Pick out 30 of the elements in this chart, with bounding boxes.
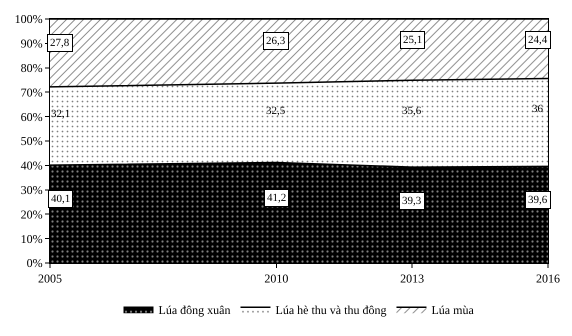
data-label: 36 bbox=[532, 103, 544, 115]
x-tick-label: 2005 bbox=[38, 271, 62, 286]
y-tick-label: 10% bbox=[20, 232, 43, 246]
data-label: 39,6 bbox=[528, 194, 548, 206]
data-label: 27,8 bbox=[50, 37, 70, 49]
legend-label: Lúa hè thu và thu đông bbox=[275, 302, 386, 317]
data-label: 40,1 bbox=[51, 193, 70, 205]
y-tick-label: 60% bbox=[20, 110, 43, 124]
x-tick-label: 2013 bbox=[400, 271, 424, 286]
y-tick-label: 20% bbox=[20, 207, 43, 222]
y-tick-label: 100% bbox=[14, 12, 43, 26]
data-label: 24,4 bbox=[528, 34, 548, 46]
data-label: 32,5 bbox=[266, 105, 286, 117]
y-tick-label: 70% bbox=[20, 85, 43, 100]
x-tick-label: 2016 bbox=[536, 271, 560, 286]
y-tick-label: 90% bbox=[20, 36, 43, 51]
y-tick-label: 40% bbox=[20, 158, 43, 173]
data-label: 25,1 bbox=[403, 34, 422, 46]
data-label: 41,2 bbox=[267, 192, 286, 204]
x-tick-label: 2010 bbox=[264, 271, 288, 286]
legend-label: Lúa mùa bbox=[431, 302, 474, 317]
y-tick-label: 0% bbox=[26, 256, 43, 270]
data-label: 32,1 bbox=[51, 108, 70, 120]
legend-label: Lúa đông xuân bbox=[158, 302, 230, 317]
data-label: 35,6 bbox=[402, 105, 422, 117]
data-label: 26,3 bbox=[266, 35, 286, 47]
y-tick-label: 30% bbox=[20, 183, 43, 197]
data-label: 39,3 bbox=[402, 195, 422, 207]
y-tick-label: 80% bbox=[20, 61, 43, 75]
y-tick-label: 50% bbox=[20, 134, 43, 148]
